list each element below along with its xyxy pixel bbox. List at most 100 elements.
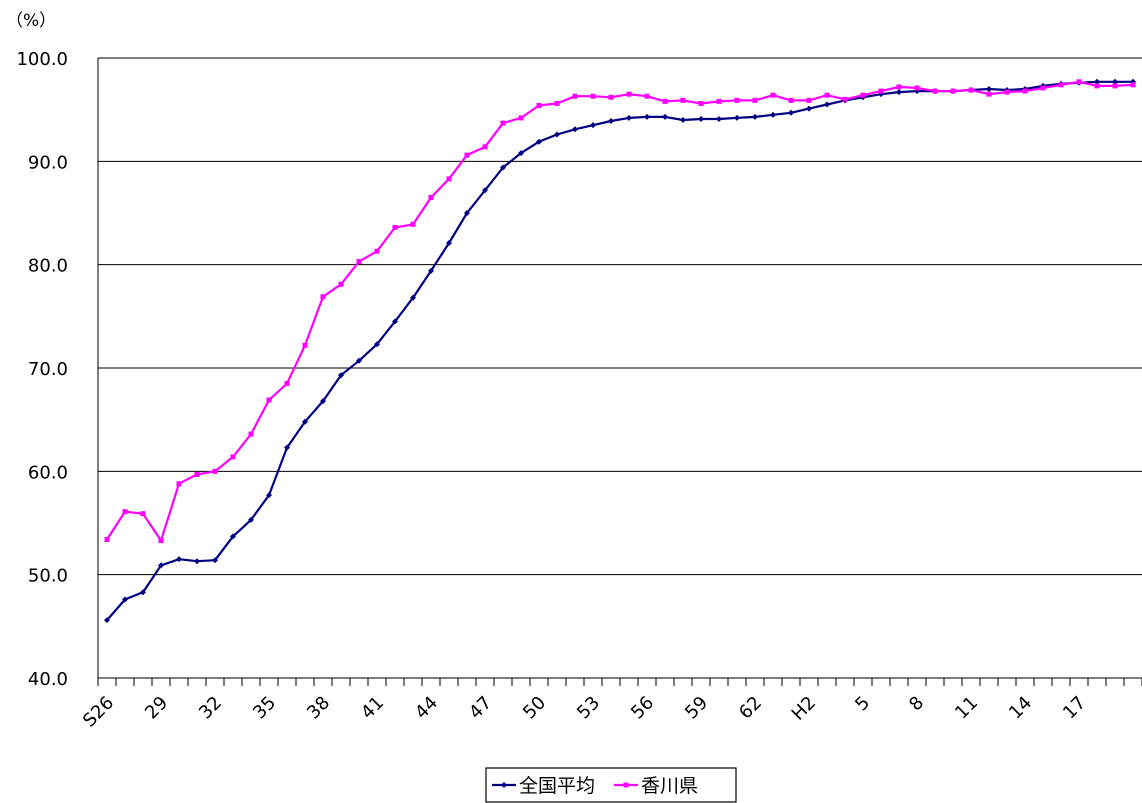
series-2-point xyxy=(572,93,578,99)
series-2-point xyxy=(212,468,218,474)
series-1-point xyxy=(662,113,668,120)
series-1-point xyxy=(248,516,254,523)
series-2-point xyxy=(662,98,668,104)
series-1-point xyxy=(158,562,164,569)
series-2-point xyxy=(842,96,848,102)
series-2-point xyxy=(194,471,200,477)
legend-label-1: 全国平均 xyxy=(519,775,595,797)
series-2-point xyxy=(554,100,560,106)
series-2-point xyxy=(1076,79,1082,85)
y-tick-label: 100.0 xyxy=(16,49,68,70)
series-2-point xyxy=(320,294,326,300)
series-2-point xyxy=(158,538,164,544)
series-2-point xyxy=(302,342,308,348)
legend-marker-1 xyxy=(501,782,507,788)
series-2-point xyxy=(1040,85,1046,91)
series-2-point xyxy=(680,97,686,103)
y-tick-label: 60.0 xyxy=(28,462,68,483)
series-1-point xyxy=(896,89,902,96)
series-2-point xyxy=(590,93,596,99)
series-2-point xyxy=(1058,82,1064,88)
series-2-point xyxy=(950,88,956,94)
series-1-point xyxy=(680,117,686,123)
series-2-point xyxy=(464,152,470,158)
series-1-point xyxy=(716,115,722,122)
series-1-point xyxy=(122,596,128,603)
series-1-point xyxy=(104,617,110,624)
x-tick-label: 47 xyxy=(465,692,496,723)
series-2-point xyxy=(1094,83,1100,89)
series-1-point xyxy=(338,372,344,379)
series-2-point xyxy=(536,103,542,109)
series-1-point xyxy=(752,113,758,120)
series-2-point xyxy=(896,84,902,90)
x-ticks: S26 29 32 35 38 41 44 47 50 53 56 59 62 H2 5 8 11 14 17 xyxy=(79,678,1142,731)
series-2-point xyxy=(824,92,830,98)
x-tick-label: 35 xyxy=(249,692,280,723)
x-tick-label: 32 xyxy=(195,692,226,723)
series-2-point xyxy=(338,281,344,287)
series-2-point xyxy=(122,509,128,515)
x-tick-label: 41 xyxy=(357,692,388,723)
series-1-point xyxy=(392,318,398,325)
x-tick-label: 62 xyxy=(735,692,766,723)
x-tick-label: 5 xyxy=(851,692,874,715)
x-tick-label: 53 xyxy=(573,692,604,723)
series-2-point xyxy=(284,381,290,386)
series-2-point xyxy=(266,397,272,403)
series-2-point xyxy=(356,259,362,265)
series-2-point xyxy=(752,97,758,103)
series-1-point xyxy=(266,492,272,499)
series-1-point xyxy=(644,113,650,120)
series-1-point xyxy=(356,357,362,364)
series-1-point xyxy=(770,111,776,118)
series-2-point xyxy=(140,511,146,517)
legend: 全国平均 香川県 xyxy=(485,767,737,803)
series-1-point xyxy=(212,557,218,564)
y-tick-label: 70.0 xyxy=(28,359,68,380)
series-2-point xyxy=(878,88,884,94)
series-2-point xyxy=(374,248,380,254)
series-2-point xyxy=(392,224,398,230)
series-2-point xyxy=(500,120,506,126)
series-1-point xyxy=(230,533,236,540)
series-1-point xyxy=(320,398,326,405)
series-2-point xyxy=(518,115,524,121)
y-tick-label: 90.0 xyxy=(28,152,68,173)
series-2-point xyxy=(230,454,236,460)
series-1-point xyxy=(554,131,560,138)
series-1-point xyxy=(284,444,290,451)
series-2-point xyxy=(986,91,992,97)
legend-label-2: 香川県 xyxy=(641,775,698,797)
series-1-point xyxy=(590,122,596,129)
series-1-point xyxy=(194,558,200,565)
series-2-point xyxy=(806,97,812,103)
x-tick-label: 17 xyxy=(1059,692,1090,723)
series-1-point xyxy=(518,150,524,157)
series-2-point xyxy=(788,97,794,103)
series-1-point xyxy=(986,86,992,92)
series-2-point xyxy=(626,91,632,97)
series-1-point xyxy=(374,341,380,348)
series-2-point xyxy=(860,92,866,98)
x-tick-label: S26 xyxy=(79,692,118,731)
x-tick-label: 29 xyxy=(141,692,172,723)
series-1-point xyxy=(608,118,614,125)
series-1-point xyxy=(1112,78,1118,85)
series-1-point xyxy=(410,294,416,301)
series-line-1 xyxy=(106,80,1133,621)
series-1-point xyxy=(536,138,542,145)
y-tick-label: 40.0 xyxy=(28,669,68,690)
series-1-point xyxy=(734,114,740,121)
legend-box xyxy=(485,767,737,803)
series-2-point xyxy=(1130,82,1136,88)
x-tick-label: 59 xyxy=(681,692,712,723)
y-axis-unit-label: （%） xyxy=(6,11,56,31)
gridlines xyxy=(97,57,1142,679)
series-2-point xyxy=(698,100,704,106)
series-2-point xyxy=(428,195,434,200)
y-tick-label: 80.0 xyxy=(28,256,68,277)
series-2-point xyxy=(410,221,416,227)
series-2-point xyxy=(644,93,650,99)
